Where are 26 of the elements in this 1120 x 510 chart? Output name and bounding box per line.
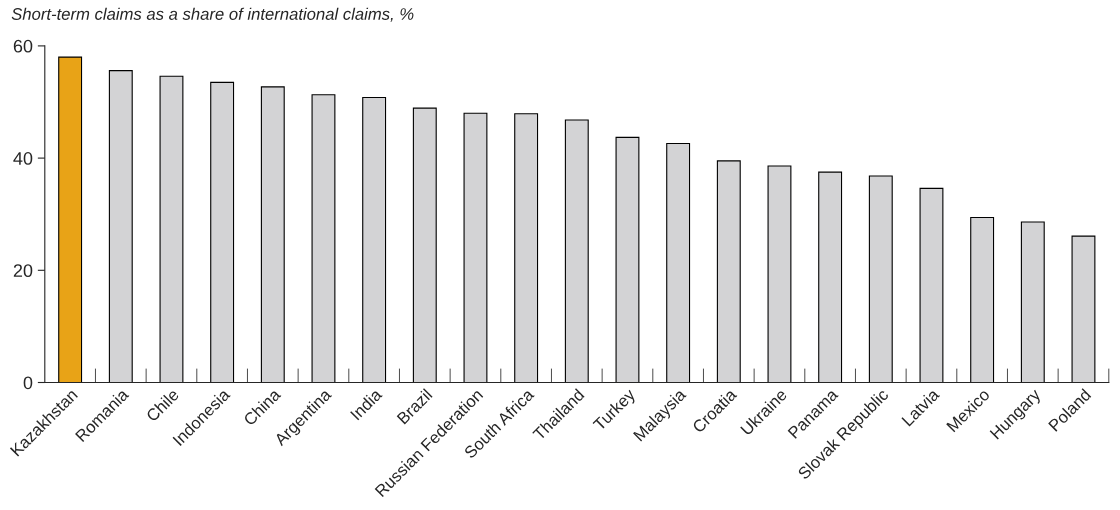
bar	[818, 171, 843, 383]
bar	[868, 175, 893, 383]
bar	[1071, 235, 1096, 383]
bar	[311, 94, 336, 383]
y-tick-label: 0	[23, 376, 33, 390]
bar	[58, 56, 83, 383]
chart-title: Short-term claims as a share of international claims, %	[11, 7, 414, 22]
bar	[970, 217, 995, 383]
bar	[260, 86, 285, 383]
bar	[1020, 221, 1045, 383]
y-tick-label: 40	[13, 152, 33, 165]
bar	[159, 75, 184, 383]
bar	[514, 113, 539, 383]
y-tick-label: 60	[13, 39, 33, 53]
bar	[615, 136, 640, 383]
bar	[210, 81, 235, 383]
bar	[412, 107, 437, 383]
y-tick-label: 20	[13, 264, 33, 278]
bar	[463, 112, 488, 383]
bar	[767, 165, 792, 383]
bar	[716, 160, 741, 383]
bar	[108, 70, 133, 383]
bar	[362, 96, 387, 383]
bar	[564, 119, 589, 383]
bar	[666, 142, 691, 383]
bar	[919, 187, 944, 383]
